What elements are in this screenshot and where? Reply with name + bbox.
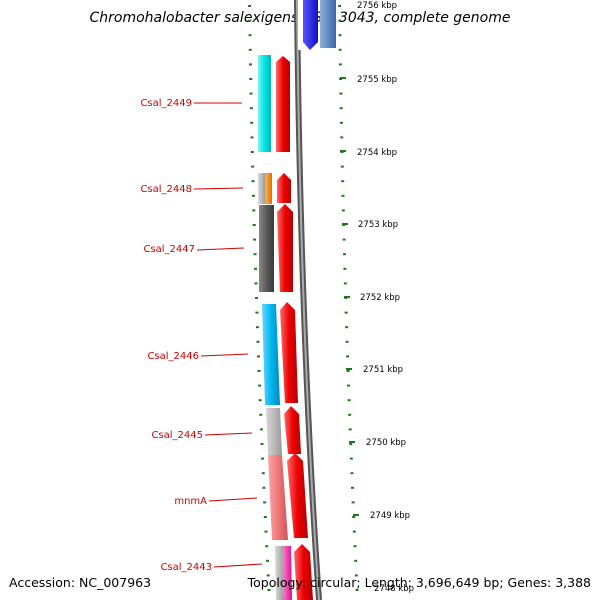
gene-label-Csal_2447: Csal_2447 — [143, 244, 195, 255]
cog-block-2445 — [266, 408, 282, 455]
cog-block-2446 — [262, 304, 280, 405]
accession-text: Accession: NC_007963 — [9, 575, 152, 590]
backbone — [294, 0, 322, 600]
inner-tick-ring — [248, 5, 271, 591]
strand-arrow-2446 — [280, 302, 298, 403]
gene-label-mnmA: mnmA — [174, 496, 207, 507]
strand-arrow-2449 — [276, 56, 290, 152]
gene-label-Csal_2446: Csal_2446 — [147, 351, 199, 362]
top-strand-genes — [298, 0, 336, 50]
cog-block-mnmA — [268, 455, 288, 540]
forward-strand — [276, 56, 313, 600]
gene-label-Csal_2448: Csal_2448 — [140, 184, 192, 195]
strand-arrow-mnmA — [287, 453, 308, 538]
scale-label: 2756 kbp — [357, 1, 397, 11]
cog-block-2443b — [283, 546, 292, 600]
cog-blocks — [258, 55, 292, 600]
gene-label-Csal_2443: Csal_2443 — [160, 562, 212, 573]
cog-block-2448b — [265, 173, 272, 204]
scale-label: 2754 kbp — [357, 148, 397, 158]
topology-text: Topology: circular; Length: 3,696,649 bp… — [247, 575, 591, 590]
scale-label: 2751 kbp — [363, 365, 403, 375]
strand-arrow-2445 — [284, 406, 301, 454]
cog-block-2449 — [258, 55, 271, 152]
gene-arrow-partial-top-2 — [320, 0, 336, 48]
cog-block-2448a — [258, 173, 265, 204]
scale-label: 2749 kbp — [370, 511, 410, 521]
cog-block-2443a — [275, 546, 284, 600]
gene-label-Csal_2445: Csal_2445 — [151, 430, 203, 441]
scale-label: 2755 kbp — [357, 75, 397, 85]
scale-label: 2750 kbp — [366, 438, 406, 448]
strand-arrow-2447 — [277, 204, 293, 292]
scale-labels: 2756 kbp 2755 kbp 2754 kbp 2753 kbp 2752… — [357, 1, 414, 594]
cog-block-2447 — [259, 205, 274, 292]
gene-labels: Csal_2449 Csal_2448 Csal_2447 Csal_2446 … — [140, 98, 263, 573]
scale-label: 2748 kbp — [374, 584, 414, 594]
scale-major-ticks — [340, 77, 359, 516]
scale-label: 2753 kbp — [358, 220, 398, 230]
gene-label-Csal_2449: Csal_2449 — [140, 98, 192, 109]
scale-label: 2752 kbp — [360, 293, 400, 303]
gene-arrow-partial-top-1 — [303, 0, 318, 50]
strand-arrow-2443 — [294, 544, 313, 600]
strand-arrow-2448 — [277, 173, 291, 203]
